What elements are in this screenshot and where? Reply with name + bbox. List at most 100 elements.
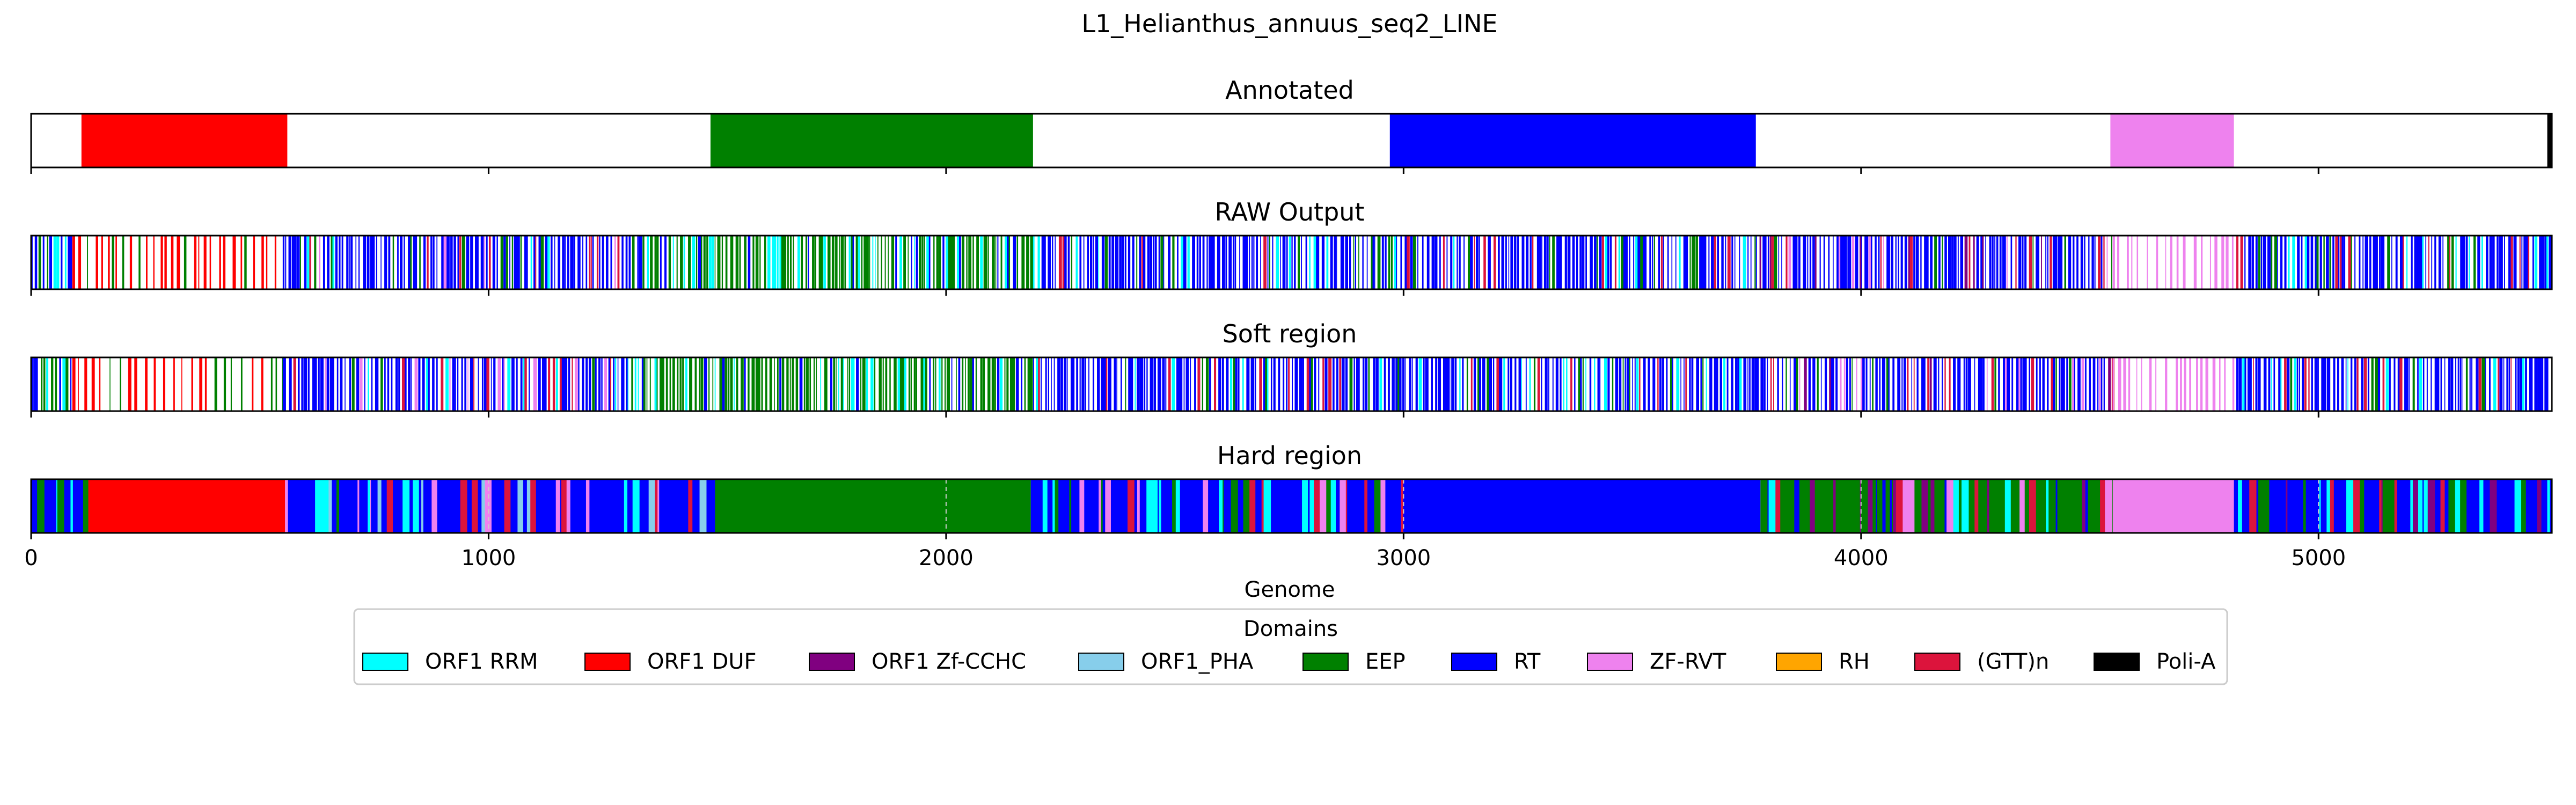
domain-mark: [2100, 479, 2105, 533]
domain-mark: [2426, 357, 2428, 411]
domain-mark: [1989, 236, 1992, 289]
domain-mark: [1117, 236, 1119, 289]
domain-mark: [655, 479, 658, 533]
domain-mark: [691, 357, 692, 411]
domain-mark: [70, 236, 72, 289]
domain-mark: [1980, 357, 1982, 411]
domain-mark: [1451, 357, 1454, 411]
domain-mark: [219, 236, 221, 289]
domain-mark: [554, 236, 555, 289]
legend-label: ORF1 Zf-CCHC: [872, 649, 1026, 674]
domain-mark: [1933, 357, 1937, 411]
domain-mark: [2348, 236, 2352, 289]
domain-mark: [2521, 236, 2523, 289]
domain-mark: [612, 479, 614, 533]
domain-mark: [293, 357, 296, 411]
domain-mark: [1648, 357, 1650, 411]
domain-mark: [518, 479, 524, 533]
domain-mark: [2366, 479, 2370, 533]
domain-mark: [1957, 236, 1959, 289]
domain-mark: [493, 357, 496, 411]
domain-mark: [1434, 236, 1438, 289]
domain-mark: [2505, 479, 2507, 533]
domain-mark: [1721, 236, 1724, 289]
x-tick-label: 0: [24, 546, 38, 570]
domain-mark: [2455, 479, 2461, 533]
domain-mark: [1660, 236, 1663, 289]
domain-mark: [1473, 357, 1476, 411]
domain-mark: [1305, 236, 1307, 289]
domain-mark: [2473, 479, 2480, 533]
track-title: Hard region: [1217, 441, 1362, 470]
domain-mark: [1760, 357, 1763, 411]
domain-mark: [2325, 479, 2327, 533]
domain-mark: [1418, 357, 1422, 411]
domain-mark: [2301, 357, 2304, 411]
domain-mark: [323, 236, 325, 289]
domain-mark: [602, 236, 604, 289]
domain-mark: [2253, 357, 2254, 411]
domain-mark: [1101, 357, 1104, 411]
domain-mark: [414, 236, 418, 289]
domain-mark: [1103, 357, 1107, 411]
domain-mark: [1930, 236, 1933, 289]
domain-mark: [1079, 479, 1085, 533]
domain-mark: [2269, 479, 2277, 533]
domain-mark: [1395, 479, 1397, 533]
domain-mark: [288, 236, 291, 289]
domain-mark: [1980, 236, 1983, 289]
domain-mark: [1949, 357, 1951, 411]
domain-mark: [2255, 236, 2258, 289]
domain-mark: [2076, 236, 2079, 289]
domain-mark: [2299, 357, 2300, 411]
domain-mark: [1492, 357, 1495, 411]
domain-mark: [1614, 236, 1616, 289]
domain-mark: [1203, 479, 1209, 533]
domain-mark: [261, 357, 264, 411]
domain-mark: [1820, 357, 1822, 411]
domain-mark: [820, 357, 822, 411]
domain-mark: [980, 357, 983, 411]
domain-mark: [815, 236, 816, 289]
domain-mark: [1377, 236, 1381, 289]
domain-mark: [2344, 236, 2346, 289]
domain-mark: [2460, 479, 2467, 533]
domain-mark: [2053, 357, 2055, 411]
domain-mark: [2024, 357, 2027, 411]
domain-mark: [2329, 357, 2331, 411]
domain-mark: [793, 236, 794, 289]
domain-mark: [1097, 357, 1100, 411]
domain-mark: [1052, 236, 1053, 289]
domain-mark: [913, 357, 916, 411]
domain-mark: [1031, 236, 1034, 289]
domain-mark: [1358, 236, 1359, 289]
domain-mark: [1498, 236, 1500, 289]
domain-mark: [2004, 236, 2006, 289]
domain-mark: [470, 357, 473, 411]
domain-mark: [2273, 357, 2275, 411]
domain-mark: [1066, 357, 1068, 411]
domain-mark: [330, 357, 333, 411]
domain-mark: [1843, 357, 1846, 411]
domain-mark: [1095, 236, 1099, 289]
domain-mark: [204, 357, 207, 411]
domain-mark: [1158, 236, 1160, 289]
domain-mark: [562, 236, 564, 289]
domain-mark: [1141, 357, 1144, 411]
domain-mark: [1250, 357, 1253, 411]
domain-mark: [319, 236, 320, 289]
domain-mark: [1901, 357, 1903, 411]
domain-mark: [561, 479, 567, 533]
domain-mark: [2321, 357, 2325, 411]
domain-mark: [2299, 479, 2304, 533]
legend-title: Domains: [1243, 617, 1338, 641]
domain-mark: [1298, 236, 1300, 289]
domain-mark: [1115, 236, 1117, 289]
domain-mark: [1994, 479, 1999, 533]
domain-mark: [2244, 357, 2246, 411]
domain-mark: [999, 357, 1003, 411]
domain-mark: [1618, 236, 1621, 289]
domain-mark: [2200, 357, 2203, 411]
domain-mark: [184, 236, 187, 289]
domain-mark: [2112, 357, 2114, 411]
